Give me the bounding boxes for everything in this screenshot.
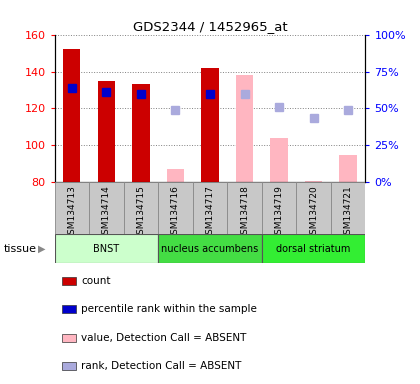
Bar bbox=[262, 234, 365, 263]
Bar bbox=[89, 182, 123, 234]
Text: tissue: tissue bbox=[4, 243, 37, 254]
Text: percentile rank within the sample: percentile rank within the sample bbox=[81, 305, 257, 314]
Bar bbox=[158, 234, 262, 263]
Bar bbox=[55, 182, 89, 234]
Bar bbox=[305, 180, 322, 182]
Text: GSM134714: GSM134714 bbox=[102, 185, 111, 240]
Text: GSM134713: GSM134713 bbox=[67, 185, 76, 240]
Bar bbox=[227, 182, 262, 234]
Text: GSM134719: GSM134719 bbox=[275, 185, 284, 240]
Bar bbox=[339, 155, 357, 182]
Bar bbox=[167, 169, 184, 182]
Text: rank, Detection Call = ABSENT: rank, Detection Call = ABSENT bbox=[81, 361, 241, 371]
Bar bbox=[63, 277, 76, 285]
Bar bbox=[63, 50, 81, 182]
Bar bbox=[55, 234, 158, 263]
Bar bbox=[63, 362, 76, 370]
Text: GSM134715: GSM134715 bbox=[136, 185, 145, 240]
Bar bbox=[98, 81, 115, 182]
Bar bbox=[297, 182, 331, 234]
Bar bbox=[331, 182, 365, 234]
Bar bbox=[236, 75, 253, 182]
Text: GSM134721: GSM134721 bbox=[344, 185, 353, 240]
Bar bbox=[63, 334, 76, 342]
Text: GSM134716: GSM134716 bbox=[171, 185, 180, 240]
Text: BNST: BNST bbox=[93, 243, 119, 254]
Text: ▶: ▶ bbox=[38, 243, 45, 254]
Title: GDS2344 / 1452965_at: GDS2344 / 1452965_at bbox=[133, 20, 287, 33]
Bar bbox=[201, 68, 219, 182]
Text: value, Detection Call = ABSENT: value, Detection Call = ABSENT bbox=[81, 333, 246, 343]
Bar bbox=[158, 182, 193, 234]
Bar bbox=[123, 182, 158, 234]
Bar bbox=[193, 182, 227, 234]
Text: GSM134717: GSM134717 bbox=[205, 185, 215, 240]
Text: GSM134720: GSM134720 bbox=[309, 185, 318, 240]
Text: nucleus accumbens: nucleus accumbens bbox=[161, 243, 259, 254]
Text: GSM134718: GSM134718 bbox=[240, 185, 249, 240]
Text: count: count bbox=[81, 276, 110, 286]
Bar bbox=[270, 138, 288, 182]
Bar bbox=[132, 84, 150, 182]
Bar bbox=[262, 182, 297, 234]
Text: dorsal striatum: dorsal striatum bbox=[276, 243, 351, 254]
Bar bbox=[63, 305, 76, 313]
